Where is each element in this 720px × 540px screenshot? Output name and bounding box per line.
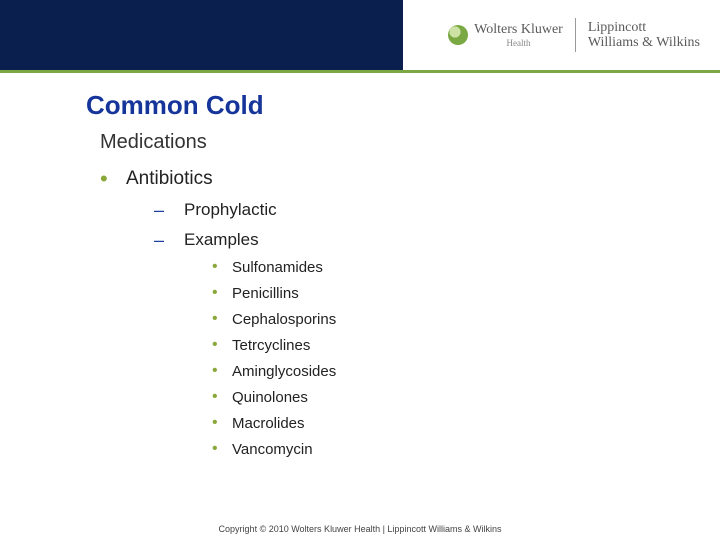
level1-list: Antibiotics Prophylactic Examples Sulfon… bbox=[100, 168, 720, 458]
wk-brand-sub: Health bbox=[474, 39, 563, 48]
copyright-footer: Copyright © 2010 Wolters Kluwer Health |… bbox=[0, 524, 720, 534]
l2-item-label: Examples bbox=[184, 230, 259, 249]
wk-brand-name: Wolters Kluwer bbox=[474, 23, 563, 37]
l3-item: Penicillins bbox=[212, 285, 720, 302]
lww-line2: Williams & Wilkins bbox=[588, 35, 700, 50]
brand-divider bbox=[575, 18, 576, 52]
l3-item-label: Cephalosporins bbox=[232, 311, 336, 328]
slide-title: Common Cold bbox=[86, 90, 720, 121]
l2-item: Prophylactic bbox=[154, 200, 720, 220]
l3-item-label: Penicillins bbox=[232, 285, 299, 302]
l3-item-label: Aminglycosides bbox=[232, 363, 336, 380]
l3-item: Aminglycosides bbox=[212, 363, 720, 380]
lww-logo: Lippincott Williams & Wilkins bbox=[588, 20, 700, 51]
l3-item: Sulfonamides bbox=[212, 259, 720, 276]
slide-header: Wolters Kluwer Health Lippincott William… bbox=[0, 0, 720, 70]
level3-list: Sulfonamides Penicillins Cephalosporins … bbox=[212, 259, 720, 458]
l3-item-label: Sulfonamides bbox=[232, 259, 323, 276]
l3-item-label: Macrolides bbox=[232, 415, 305, 432]
brand-block: Wolters Kluwer Health Lippincott William… bbox=[448, 18, 700, 52]
l3-item: Tetrcyclines bbox=[212, 337, 720, 354]
l2-item-label: Prophylactic bbox=[184, 200, 277, 219]
level2-list: Prophylactic Examples Sulfonamides Penic… bbox=[154, 200, 720, 458]
l3-item: Quinolones bbox=[212, 389, 720, 406]
wolters-kluwer-logo: Wolters Kluwer Health bbox=[448, 23, 563, 48]
lww-line1: Lippincott bbox=[588, 20, 700, 35]
wk-mark-icon bbox=[448, 25, 468, 45]
slide-subtitle: Medications bbox=[100, 131, 720, 154]
l3-item-label: Tetrcyclines bbox=[232, 337, 310, 354]
l2-item: Examples Sulfonamides Penicillins Cephal… bbox=[154, 230, 720, 458]
l1-item-label: Antibiotics bbox=[126, 168, 213, 189]
l3-item-label: Quinolones bbox=[232, 389, 308, 406]
l3-item: Macrolides bbox=[212, 415, 720, 432]
l3-item: Cephalosporins bbox=[212, 311, 720, 328]
l3-item: Vancomycin bbox=[212, 441, 720, 458]
l3-item-label: Vancomycin bbox=[232, 441, 313, 458]
l1-item: Antibiotics Prophylactic Examples Sulfon… bbox=[100, 168, 720, 458]
